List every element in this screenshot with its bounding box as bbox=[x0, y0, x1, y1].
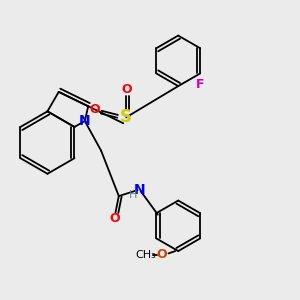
Text: F: F bbox=[196, 77, 204, 91]
Text: O: O bbox=[121, 82, 131, 96]
Text: H: H bbox=[129, 190, 137, 200]
Text: O: O bbox=[90, 103, 100, 116]
Text: S: S bbox=[120, 108, 132, 126]
Text: O: O bbox=[110, 212, 120, 226]
Text: N: N bbox=[79, 114, 91, 128]
Text: CH₃: CH₃ bbox=[135, 250, 156, 260]
Text: O: O bbox=[157, 248, 167, 261]
Text: N: N bbox=[134, 183, 146, 197]
